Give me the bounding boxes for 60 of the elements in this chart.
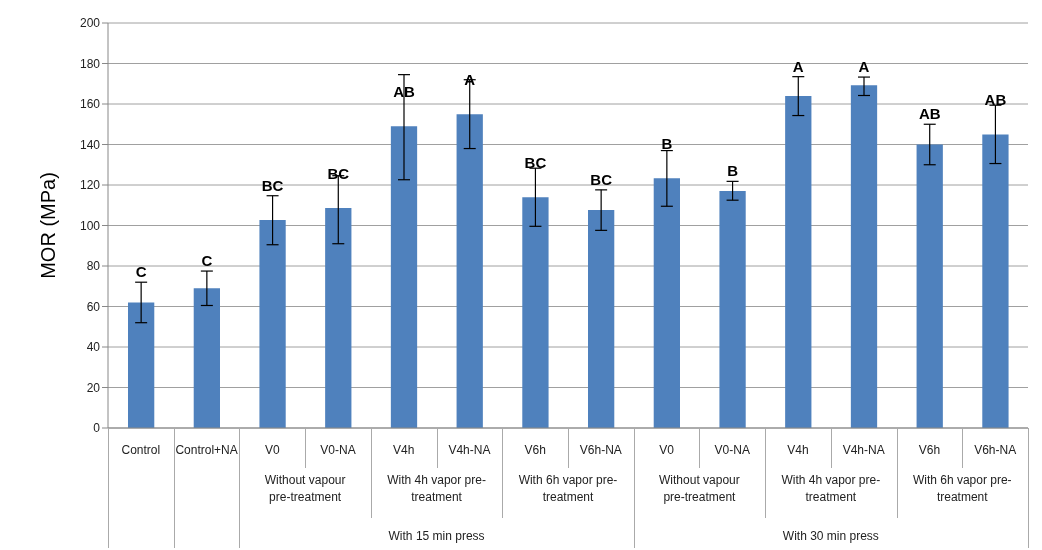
text: With 15 min press — [387, 528, 486, 545]
x-tick-label: V6h-NA — [579, 443, 622, 457]
x-tick-label: V4h — [787, 443, 809, 457]
data-label: AB — [918, 105, 941, 123]
text: With 6h vapor pre-treatment — [911, 472, 1013, 506]
bar — [390, 126, 418, 428]
bar — [325, 207, 352, 428]
y-tick-label: 180 — [79, 56, 101, 71]
bar — [193, 288, 220, 428]
x-tick-label: V0 — [659, 443, 675, 457]
bar — [850, 85, 878, 428]
x-tick-label: V6h-NA — [974, 443, 1017, 457]
data-label: BC — [261, 177, 284, 195]
x-tick-label: Control+NA — [175, 443, 238, 457]
text: With 4h vapor pre-treatment — [386, 472, 487, 506]
x-tick-label: V0-NA — [320, 443, 356, 457]
bar — [785, 96, 812, 428]
text: With 30 min press — [781, 528, 880, 545]
x-tick-label: V4h-NA — [448, 443, 491, 457]
x-tick-label: V4h — [393, 443, 415, 457]
y-axis-title: MOR (MPa) — [37, 172, 60, 279]
data-label: B — [727, 162, 739, 180]
text: With 4h vapor pre-treatment — [780, 472, 882, 506]
x-tick-label: V0 — [264, 443, 280, 457]
y-tick-label: 40 — [86, 340, 101, 355]
y-tick-label: 160 — [79, 97, 101, 112]
data-label: BC — [590, 170, 613, 188]
x-tick-label: Control — [121, 443, 161, 457]
bar — [719, 191, 746, 428]
y-tick-label: 60 — [86, 299, 101, 314]
data-label: C — [201, 252, 213, 270]
bar — [653, 178, 680, 428]
data-label: A — [792, 57, 804, 75]
y-tick-label: 80 — [86, 259, 101, 274]
y-tick-label: 140 — [79, 137, 101, 152]
text: With 6h vapor pre-treatment — [517, 472, 619, 506]
y-tick-label: 120 — [79, 178, 101, 193]
bar — [982, 134, 1009, 428]
data-label: AB — [984, 91, 1007, 109]
y-tick-label: 100 — [79, 218, 101, 233]
text: Without vapour pre-treatment — [658, 472, 741, 506]
bar — [916, 144, 943, 428]
y-tick-label: 0 — [93, 421, 101, 436]
data-label: C — [135, 263, 147, 281]
x-tick-label: V0-NA — [714, 443, 750, 457]
data-label: A — [858, 58, 870, 76]
data-label: BC — [327, 164, 350, 182]
bar — [128, 302, 155, 428]
data-label: B — [661, 135, 673, 153]
x-tick-label: V4h-NA — [842, 443, 885, 457]
bar — [588, 209, 615, 428]
y-tick-label: 20 — [86, 380, 101, 395]
bar — [259, 220, 286, 428]
x-tick-label: V6h — [918, 443, 941, 457]
bar — [456, 114, 483, 428]
data-label: BC — [524, 154, 547, 172]
text: Without vapour pre-treatment — [263, 472, 347, 506]
x-tick-label: V6h — [524, 443, 546, 457]
bar — [522, 197, 549, 428]
y-tick-label: 200 — [79, 16, 101, 31]
